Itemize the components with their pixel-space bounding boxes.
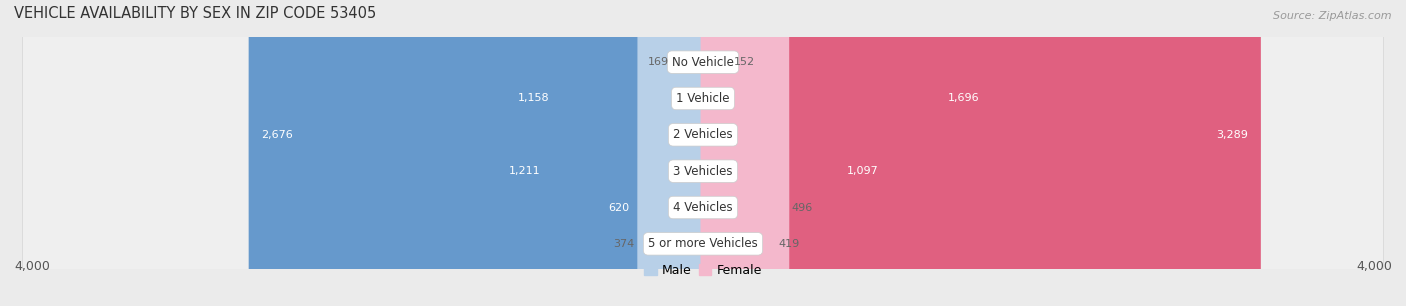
Text: 419: 419 (779, 239, 800, 249)
FancyBboxPatch shape (700, 0, 776, 306)
FancyBboxPatch shape (496, 0, 706, 306)
FancyBboxPatch shape (700, 0, 731, 306)
FancyBboxPatch shape (22, 0, 1384, 306)
Text: 2 Vehicles: 2 Vehicles (673, 128, 733, 141)
FancyBboxPatch shape (22, 0, 1384, 306)
Text: 1,097: 1,097 (846, 166, 879, 176)
Text: 1 Vehicle: 1 Vehicle (676, 92, 730, 105)
FancyBboxPatch shape (637, 0, 706, 306)
Text: 3,289: 3,289 (1216, 130, 1249, 140)
Text: 3 Vehicles: 3 Vehicles (673, 165, 733, 178)
FancyBboxPatch shape (505, 0, 706, 306)
Text: 496: 496 (792, 203, 813, 212)
Text: 4,000: 4,000 (14, 260, 51, 273)
Text: 1,158: 1,158 (517, 94, 550, 103)
FancyBboxPatch shape (22, 0, 1384, 306)
FancyBboxPatch shape (596, 0, 706, 306)
Text: VEHICLE AVAILABILITY BY SEX IN ZIP CODE 53405: VEHICLE AVAILABILITY BY SEX IN ZIP CODE … (14, 6, 377, 21)
FancyBboxPatch shape (22, 0, 1384, 306)
Text: 374: 374 (613, 239, 634, 249)
FancyBboxPatch shape (249, 0, 706, 306)
FancyBboxPatch shape (700, 0, 1261, 306)
Text: 620: 620 (609, 203, 630, 212)
Text: Source: ZipAtlas.com: Source: ZipAtlas.com (1274, 11, 1392, 21)
Text: 1,696: 1,696 (948, 94, 979, 103)
FancyBboxPatch shape (22, 0, 1384, 306)
FancyBboxPatch shape (672, 0, 706, 306)
Text: 152: 152 (734, 57, 755, 67)
Legend: Male, Female: Male, Female (640, 259, 766, 282)
Text: 4 Vehicles: 4 Vehicles (673, 201, 733, 214)
Text: 2,676: 2,676 (262, 130, 292, 140)
Text: 169: 169 (648, 57, 669, 67)
Text: No Vehicle: No Vehicle (672, 56, 734, 69)
FancyBboxPatch shape (700, 0, 991, 306)
Text: 5 or more Vehicles: 5 or more Vehicles (648, 237, 758, 250)
FancyBboxPatch shape (22, 0, 1384, 306)
FancyBboxPatch shape (700, 0, 789, 306)
FancyBboxPatch shape (700, 0, 891, 306)
Text: 4,000: 4,000 (1355, 260, 1392, 273)
Text: 1,211: 1,211 (509, 166, 540, 176)
